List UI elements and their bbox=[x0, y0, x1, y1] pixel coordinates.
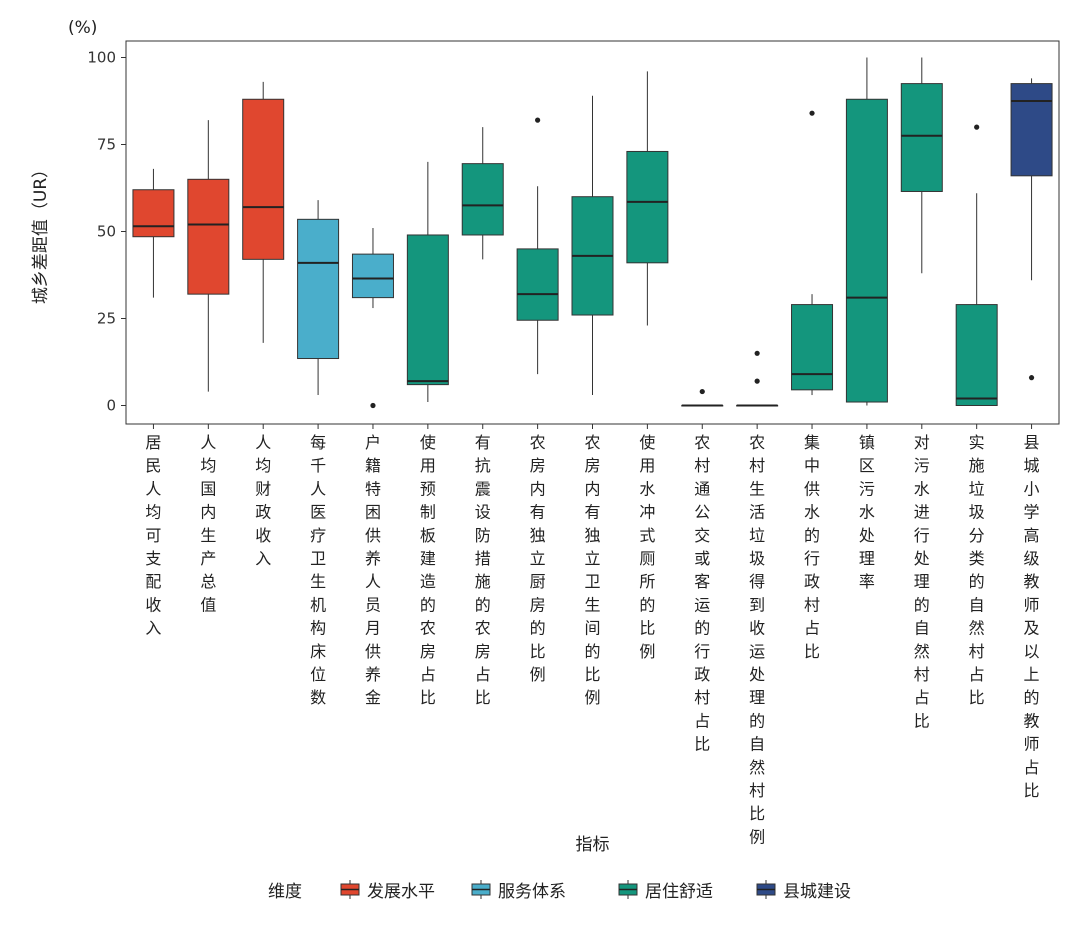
box-12 bbox=[736, 350, 779, 407]
box-7 bbox=[461, 127, 504, 260]
box-2 bbox=[187, 120, 230, 392]
legend-item-1: 发展水平 bbox=[340, 880, 435, 902]
x-tick-label: 使用预制板建造的农房占比 bbox=[420, 433, 436, 707]
outlier-point bbox=[370, 402, 376, 409]
box-6 bbox=[406, 161, 449, 403]
legend-label: 居住舒适 bbox=[645, 882, 713, 902]
outlier-point bbox=[754, 378, 760, 384]
x-tick-label: 每千人医疗卫生机构床位数 bbox=[310, 433, 326, 707]
box-10 bbox=[626, 71, 669, 326]
x-tick-label: 人均国内生产总值 bbox=[200, 433, 216, 614]
legend-label: 服务体系 bbox=[498, 882, 566, 902]
x-axis-title: 指标 bbox=[576, 835, 610, 855]
box-iqr bbox=[516, 248, 559, 321]
x-tick-label: 户籍特困供养人员月供养金 bbox=[365, 433, 381, 707]
box-1 bbox=[132, 168, 175, 298]
legend-label: 发展水平 bbox=[367, 882, 435, 902]
x-tick-label: 实施垃圾分类的自然村占比 bbox=[969, 433, 985, 707]
legend-title: 维度 bbox=[268, 882, 302, 902]
box-iqr bbox=[1010, 83, 1053, 177]
legend-item-3: 居住舒适 bbox=[618, 880, 713, 902]
box-4 bbox=[297, 200, 340, 396]
x-tick-label: 对污水进行处理的自然村占比 bbox=[914, 433, 930, 730]
box-iqr bbox=[187, 178, 230, 295]
y-tick-label: 75 bbox=[97, 136, 116, 154]
x-tick-label: 农房内有独立厨房的比例 bbox=[530, 433, 546, 684]
box-iqr bbox=[461, 163, 504, 236]
y-unit-label: (%) bbox=[68, 18, 97, 38]
box-iqr bbox=[406, 234, 449, 386]
box-8 bbox=[516, 117, 559, 375]
box-11 bbox=[681, 388, 724, 407]
box-13 bbox=[791, 110, 834, 396]
x-tick-label: 集中供水的行政村占比 bbox=[804, 433, 820, 661]
box-iqr bbox=[297, 218, 340, 360]
box-14 bbox=[845, 57, 888, 406]
box-5 bbox=[351, 228, 394, 409]
box-iqr bbox=[955, 304, 998, 406]
x-tick-label: 居民人均可支配收入 bbox=[145, 433, 161, 638]
box-iqr bbox=[626, 150, 669, 264]
legend-item-2: 服务体系 bbox=[471, 880, 566, 902]
x-tick-label: 人均财政收入 bbox=[255, 433, 271, 568]
box-iqr bbox=[132, 189, 175, 238]
box-iqr bbox=[845, 98, 888, 403]
y-tick-label: 25 bbox=[97, 310, 116, 328]
x-tick-label: 农村生活垃圾得到收运处理的自然村比例 bbox=[749, 433, 765, 846]
outlier-point bbox=[699, 388, 705, 395]
box-3 bbox=[242, 81, 285, 343]
legend: 维度 发展水平 服务体系 居住舒适 县城建设 bbox=[268, 880, 851, 902]
box-17 bbox=[1010, 78, 1053, 381]
box-iqr bbox=[242, 98, 285, 260]
y-axis: 0 25 50 75 100 bbox=[87, 49, 126, 415]
x-tick-label: 镇区污水处理率 bbox=[859, 433, 875, 591]
x-axis: 居民人均可支配收入 人均国内生产总值 人均财政收入 每千人医疗卫生机构床位数 户籍特困供… bbox=[145, 424, 1040, 846]
box-16 bbox=[955, 124, 998, 406]
outlier-point bbox=[809, 110, 815, 116]
boxes bbox=[132, 57, 1053, 409]
outlier-point bbox=[754, 350, 760, 356]
box-iqr bbox=[900, 83, 943, 192]
y-tick-label: 50 bbox=[97, 223, 116, 241]
box-iqr bbox=[791, 304, 834, 391]
legend-label: 县城建设 bbox=[783, 882, 851, 902]
box-9 bbox=[571, 95, 614, 396]
y-tick-label: 0 bbox=[106, 397, 116, 415]
box-iqr bbox=[351, 253, 394, 299]
x-tick-label: 农村通公交或客运的行政村占比 bbox=[694, 433, 710, 754]
outlier-point bbox=[1028, 375, 1035, 381]
outlier-point bbox=[974, 124, 980, 130]
y-axis-title: 城乡差距值（UR） bbox=[31, 161, 51, 304]
x-tick-label: 有抗震设防措施的农房占比 bbox=[475, 433, 491, 707]
legend-item-4: 县城建设 bbox=[756, 880, 851, 902]
outlier-point bbox=[535, 117, 541, 123]
x-tick-label: 县城小学高级教师及以上的教师占比 bbox=[1024, 433, 1040, 800]
x-tick-label: 使用水冲式厕所的比例 bbox=[639, 433, 655, 661]
x-tick-label: 农房内有独立卫生间的比例 bbox=[584, 433, 600, 707]
y-tick-label: 100 bbox=[87, 49, 116, 67]
box-15 bbox=[900, 57, 943, 274]
